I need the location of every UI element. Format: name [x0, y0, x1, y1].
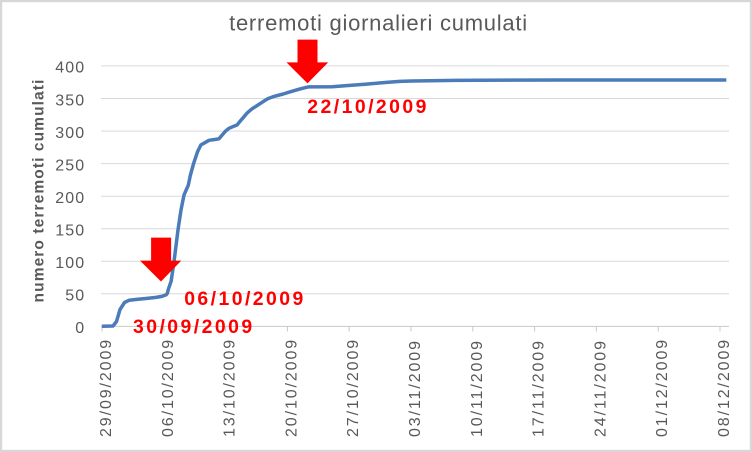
svg-text:0: 0 [75, 320, 85, 337]
svg-text:13/10/2009: 13/10/2009 [222, 338, 239, 437]
svg-text:01/12/2009: 01/12/2009 [654, 338, 671, 437]
svg-text:06/10/2009: 06/10/2009 [184, 288, 306, 310]
svg-text:24/11/2009: 24/11/2009 [592, 339, 609, 437]
svg-text:06/10/2009: 06/10/2009 [160, 338, 177, 437]
svg-text:08/12/2009: 08/12/2009 [716, 338, 733, 437]
svg-text:27/10/2009: 27/10/2009 [345, 338, 362, 437]
svg-text:30/09/2009: 30/09/2009 [133, 316, 255, 338]
svg-text:10/11/2009: 10/11/2009 [469, 339, 486, 437]
svg-text:17/11/2009: 17/11/2009 [531, 339, 548, 437]
svg-text:terremoti giornalieri cumulati: terremoti giornalieri cumulati [229, 10, 528, 35]
svg-text:29/09/2009: 29/09/2009 [98, 338, 115, 437]
svg-text:50: 50 [65, 288, 85, 305]
svg-text:numero terremoti cumulati: numero terremoti cumulati [31, 79, 48, 303]
svg-text:200: 200 [55, 190, 85, 207]
svg-text:250: 250 [55, 157, 85, 174]
svg-text:100: 100 [55, 255, 85, 272]
svg-text:300: 300 [55, 125, 85, 142]
svg-text:400: 400 [55, 60, 85, 77]
svg-text:150: 150 [55, 223, 85, 240]
svg-text:22/10/2009: 22/10/2009 [307, 96, 429, 118]
svg-text:350: 350 [55, 92, 85, 109]
svg-text:03/11/2009: 03/11/2009 [407, 339, 424, 437]
svg-text:20/10/2009: 20/10/2009 [283, 338, 300, 437]
